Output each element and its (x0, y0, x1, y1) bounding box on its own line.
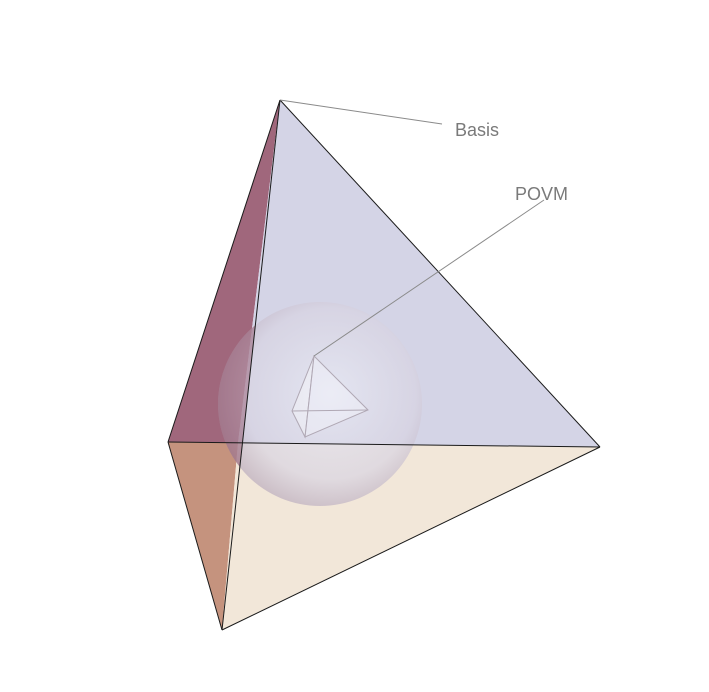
bloch-sphere (218, 302, 422, 506)
basis-label: Basis (455, 120, 499, 140)
face-left-lower (168, 442, 238, 630)
basis-leader-line (279, 99, 443, 125)
tetrahedron-edges (167, 99, 601, 631)
povm-tetrahedron (291, 354, 369, 439)
povm-label: POVM (515, 184, 568, 204)
povm-leader-line (313, 199, 545, 357)
